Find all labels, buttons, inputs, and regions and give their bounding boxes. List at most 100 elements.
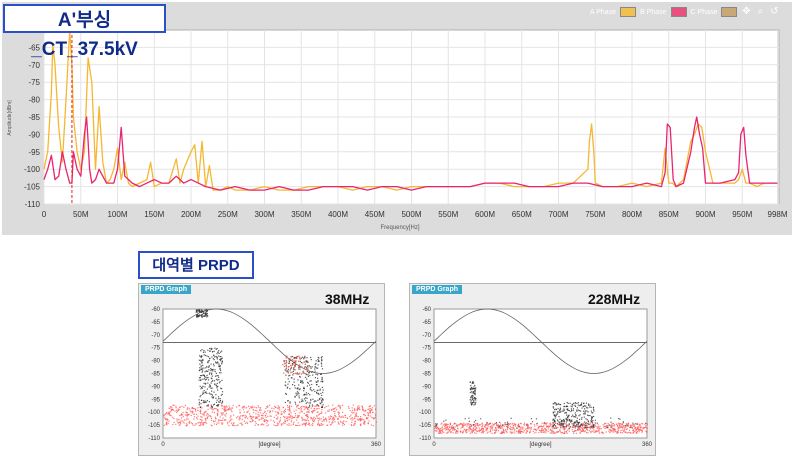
prpd-point [610, 429, 612, 431]
prpd-point [300, 381, 302, 383]
prpd-point [283, 360, 285, 362]
prpd-point [576, 407, 578, 409]
prpd-point [469, 391, 471, 394]
prpd-point [201, 387, 204, 389]
prpd-point [474, 397, 476, 399]
prpd-point [298, 408, 301, 410]
prpd-point [504, 422, 506, 424]
prpd-point [177, 419, 179, 421]
prpd-point [590, 406, 592, 408]
prpd-point [240, 415, 242, 417]
prpd-point [217, 405, 219, 407]
prpd-point [331, 409, 333, 411]
prpd-point [527, 425, 529, 427]
prpd-point [439, 432, 441, 434]
prpd-point [301, 400, 303, 402]
prpd-point [500, 432, 502, 434]
prpd-point [374, 413, 377, 415]
prpd-point [591, 417, 593, 419]
prpd-point [646, 427, 648, 429]
legend-swatch-b[interactable] [670, 7, 687, 17]
move-icon[interactable]: ✥ [742, 6, 751, 17]
prpd-point [589, 422, 592, 424]
reset-icon[interactable]: ↺ [770, 6, 779, 17]
prpd-point [620, 432, 622, 434]
prpd-y-tick-label: -90 [422, 384, 431, 390]
prpd-point [254, 406, 256, 408]
prpd-point [307, 392, 309, 395]
prpd-point [645, 425, 647, 427]
prpd-point [586, 428, 588, 431]
prpd-point [468, 430, 470, 432]
prpd-point [204, 386, 206, 388]
prpd-point [206, 310, 208, 312]
prpd-point [482, 430, 484, 432]
prpd-point [218, 366, 220, 368]
prpd-point [321, 406, 323, 408]
prpd-point [295, 359, 297, 362]
x-tick-label: 500M [401, 210, 421, 219]
prpd-point [458, 424, 460, 426]
prpd-point [294, 369, 296, 371]
prpd-point [285, 418, 288, 420]
prpd-point [591, 430, 593, 432]
prpd-tab[interactable]: PRPD Graph [412, 285, 463, 294]
prpd-point [596, 427, 598, 429]
legend-swatch-c[interactable] [721, 7, 738, 17]
prpd-point [552, 419, 554, 421]
prpd-point [622, 421, 624, 423]
prpd-point [328, 421, 330, 423]
legend-swatch-a[interactable] [620, 7, 637, 17]
prpd-point [283, 361, 285, 363]
prpd-point [299, 376, 301, 378]
prpd-point [313, 389, 315, 391]
prpd-point [571, 406, 573, 408]
prpd-point [202, 315, 204, 317]
prpd-point [598, 429, 600, 431]
prpd-point [219, 365, 221, 367]
prpd-point [218, 376, 220, 378]
prpd-point [360, 419, 362, 421]
prpd-point [211, 356, 213, 358]
prpd-point [195, 311, 197, 313]
prpd-point [441, 428, 443, 430]
prpd-point [535, 428, 537, 430]
prpd-point [217, 404, 219, 406]
prpd-point [185, 419, 187, 421]
prpd-point [294, 416, 296, 418]
prpd-point [541, 427, 543, 429]
prpd-point [375, 414, 377, 417]
prpd-point [207, 405, 209, 407]
prpd-heading: 대역별 PRPD [138, 251, 254, 279]
prpd-point [198, 377, 201, 379]
prpd-point [587, 420, 589, 422]
prpd-point [477, 430, 479, 433]
prpd-point [204, 418, 207, 421]
prpd-point [202, 311, 204, 313]
prpd-point [316, 408, 318, 410]
prpd-point [215, 384, 217, 387]
prpd-point [472, 430, 474, 432]
prpd-point [239, 418, 241, 420]
prpd-point [217, 389, 219, 391]
prpd-point [475, 399, 477, 401]
zoom-icon[interactable]: ⌕ [757, 6, 764, 17]
legend-label-c: C Phase [690, 8, 718, 16]
prpd-point [220, 387, 222, 389]
prpd-point [450, 428, 452, 430]
prpd-point [203, 400, 205, 402]
prpd-point [541, 422, 543, 424]
prpd-point [497, 426, 499, 428]
prpd-point [201, 311, 203, 313]
prpd-point [288, 418, 290, 420]
prpd-point [623, 425, 625, 427]
prpd-point [506, 430, 508, 432]
prpd-point [519, 427, 521, 429]
prpd-point [480, 432, 483, 434]
prpd-point [212, 368, 214, 371]
prpd-point [474, 403, 476, 405]
prpd-point [634, 428, 636, 430]
prpd-tab[interactable]: PRPD Graph [141, 285, 192, 294]
prpd-point [201, 375, 203, 377]
prpd-point [211, 407, 213, 409]
